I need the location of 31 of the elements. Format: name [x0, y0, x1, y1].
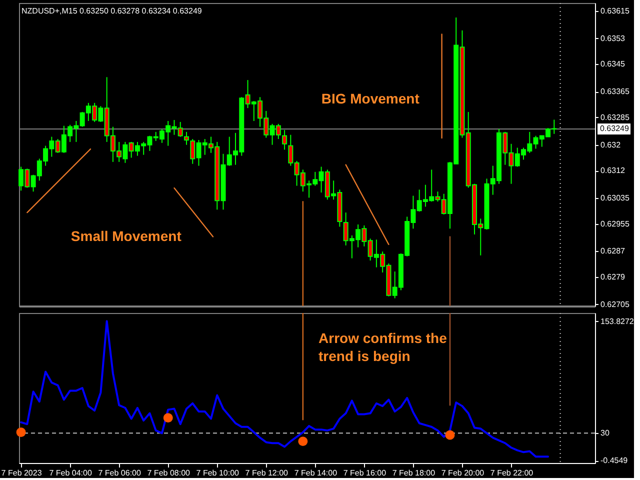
annotation: Small Movement	[70, 228, 182, 244]
x-tick-label: 7 Feb 06:00	[98, 468, 142, 478]
x-tick-label: 7 Feb 14:00	[294, 468, 338, 478]
x-tick-label: 7 Feb 10:00	[196, 468, 240, 478]
annotation: Arrow confirms the trend is begin	[318, 330, 448, 364]
y-tick-label: 0.63365	[600, 87, 630, 96]
y-tick-label: 0.6287	[600, 246, 626, 256]
x-tick-label: 7 Feb 12:00	[245, 468, 289, 478]
y-tick-label: 153.8272	[600, 316, 634, 326]
y-tick-label: 0.632	[600, 140, 622, 150]
y-tick-label: 0.63285	[600, 112, 630, 122]
y-tick-label: 30	[600, 428, 610, 438]
y-tick-label: -0.4549	[600, 456, 628, 466]
x-tick-label: 7 Feb 22:00	[490, 468, 534, 478]
x-tick-label: 7 Feb 16:00	[343, 468, 387, 478]
y-tick-label: 0.6312	[600, 166, 626, 176]
x-tick-label: 7 Feb 20:00	[441, 468, 485, 478]
y-tick-label: 0.6345	[600, 60, 626, 69]
y-tick-label: 0.6279	[600, 272, 626, 282]
x-tick-label: 7 Feb 08:00	[147, 468, 191, 478]
annotation: BIG Movement	[321, 90, 420, 107]
ref-line-label: 0.63249	[600, 124, 630, 134]
y-tick-label: 0.63035	[600, 194, 630, 203]
x-tick-label: 7 Feb 2023	[1, 468, 42, 478]
y-tick-label: 0.6353	[600, 34, 626, 43]
x-tick-label: 7 Feb 18:00	[392, 468, 436, 478]
y-tick-label: 0.62705	[600, 300, 630, 309]
y-tick-label: 0.62955	[600, 219, 630, 228]
y-tick-label: 0.63615	[600, 6, 630, 16]
chart-title: NZDUSD+,M15 0.63250 0.63278 0.63234 0.63249	[22, 6, 202, 16]
x-tick-label: 7 Feb 04:00	[49, 468, 92, 478]
